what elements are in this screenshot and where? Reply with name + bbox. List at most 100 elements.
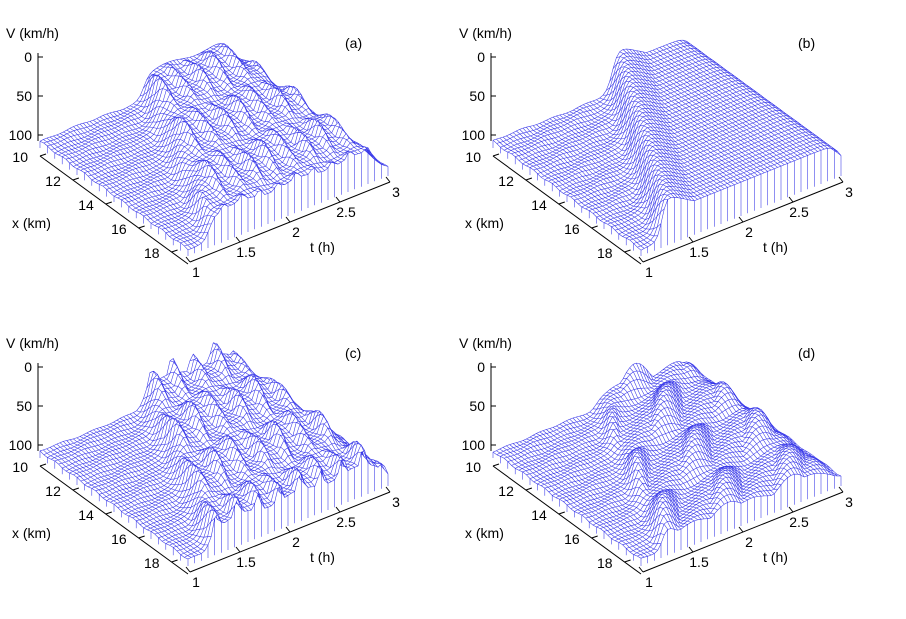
surface-skirt-lines <box>39 450 389 566</box>
surface-strip-fill <box>611 126 816 231</box>
x-tick-mark <box>558 511 565 515</box>
surface-strip-fill <box>47 349 252 460</box>
surface-grid-line <box>607 123 812 227</box>
surface-strip-fill <box>618 131 823 237</box>
surface-strip-fill <box>162 444 366 544</box>
t-tick-label: 2.5 <box>336 514 356 530</box>
t-tick-mark <box>838 176 844 183</box>
x-tick-mark <box>138 225 145 229</box>
surface-skirt-lines <box>39 141 389 256</box>
surface-grid-line <box>548 398 749 492</box>
surface-grid-line <box>147 421 352 532</box>
surface-grid-line <box>637 467 842 559</box>
x-tick-mark <box>138 535 145 539</box>
surface-strip-fill <box>184 444 388 559</box>
surface-strip-fill <box>600 440 804 532</box>
x-tick-label: 12 <box>498 483 514 499</box>
surface-strip-fill <box>180 443 385 558</box>
t-tick-label: 3 <box>845 184 853 200</box>
panel-label: (c) <box>345 345 361 361</box>
surface-grid-line <box>592 432 797 528</box>
t-tick-label: 2.5 <box>336 204 356 220</box>
surface-strip-fill <box>511 379 716 469</box>
surface-grid-line <box>600 118 805 223</box>
x-tick-mark <box>171 559 178 563</box>
surface-strip-fill <box>136 411 340 525</box>
surface-grid-line <box>106 396 311 503</box>
t-axis-label: t (h) <box>310 549 335 565</box>
surface-strip-fill <box>43 43 248 146</box>
t-axis-label: t (h) <box>763 239 788 255</box>
panel-label: (d) <box>798 345 815 361</box>
surface-grid-line <box>184 444 389 560</box>
surface-strip-fill <box>604 443 808 536</box>
surface-strip-fill <box>62 369 266 472</box>
surface-grid-line <box>637 145 842 251</box>
surface-grid-line <box>622 448 827 549</box>
surface-grid-line <box>87 79 292 181</box>
z-tick-label: 0 <box>477 49 485 65</box>
x-tick-mark <box>525 487 533 491</box>
surface-strip-fill <box>563 407 767 505</box>
surface-strip-fill <box>69 59 274 167</box>
t-tick-mark <box>385 176 391 183</box>
panel-label: (a) <box>345 35 362 51</box>
surface-grid-line <box>503 47 708 153</box>
surface-grid-line <box>577 410 782 516</box>
x-tick-mark <box>72 177 80 181</box>
surface-grid-line <box>548 398 753 496</box>
surface-skirt-lines <box>492 452 842 566</box>
t-tick-mark <box>185 566 191 573</box>
surface-grid-line <box>500 45 705 151</box>
x-tick-label: 16 <box>564 221 580 237</box>
surface-strip-fill <box>143 113 348 220</box>
surface-strip-fill <box>544 392 749 492</box>
surface-svg: 0 50 100 V (km/h) 10 12 14 16 18 x (km) 1 1.5 2 2.5 3 t… <box>6 25 400 280</box>
surface-strip-fill <box>154 435 359 538</box>
surface-grid-line <box>563 407 768 506</box>
surface-grid-line <box>596 437 801 529</box>
surface-strip-fill <box>176 441 381 555</box>
surface-grid-line <box>139 414 344 529</box>
surface-svg: 0 50 100 V (km/h) 10 12 14 16 18 x (km) 1 1.5 2 2.5 3 t… <box>459 335 853 590</box>
t-tick-label: 3 <box>392 494 400 510</box>
z-tick-label: 100 <box>9 437 33 453</box>
z-tick-label: 0 <box>24 49 32 65</box>
surface-grid-line <box>570 96 775 201</box>
x-tick-mark <box>492 153 500 157</box>
surface-strip-fill <box>91 81 296 183</box>
surface-grid-line <box>80 71 285 173</box>
x-axis <box>39 465 189 575</box>
surface-strip-fill <box>180 146 385 246</box>
x-tick-mark <box>105 511 112 515</box>
surface-grid-line <box>132 113 337 213</box>
surface-strip-fill <box>533 69 738 174</box>
x-axis <box>39 155 189 265</box>
surface-strip-fill <box>173 441 377 551</box>
t-tick-label: 1 <box>645 574 653 590</box>
surface-strip-fill <box>84 76 289 177</box>
z-axis-label: V (km/h) <box>459 25 512 41</box>
t-tick-label: 1.5 <box>236 244 256 260</box>
t-tick-mark <box>285 216 291 223</box>
t-tick-mark <box>638 256 644 263</box>
t-axis-label: t (h) <box>310 239 335 255</box>
surface-grid-line <box>603 443 808 536</box>
t-tick-label: 1.5 <box>236 554 256 570</box>
surface-grid-line <box>559 88 764 194</box>
surface-grid-line <box>522 61 727 167</box>
surface-grid-line <box>518 58 723 165</box>
surface-grid-line <box>58 365 263 469</box>
surface-grid-line <box>526 381 731 479</box>
surface-strip-fill <box>117 410 322 512</box>
surface-strip-fill <box>158 443 363 542</box>
surface-grid-line <box>581 104 786 210</box>
z-axis-label: V (km/h) <box>459 335 512 351</box>
surface-strip-fill <box>125 410 329 516</box>
t-tick-mark <box>838 486 844 493</box>
surface-strip-fill <box>633 461 838 557</box>
surface-strip-fill <box>504 370 708 462</box>
surface-strip-fill <box>552 83 756 187</box>
surface-strip-fill <box>592 432 797 527</box>
surface-grid-line <box>158 443 363 542</box>
